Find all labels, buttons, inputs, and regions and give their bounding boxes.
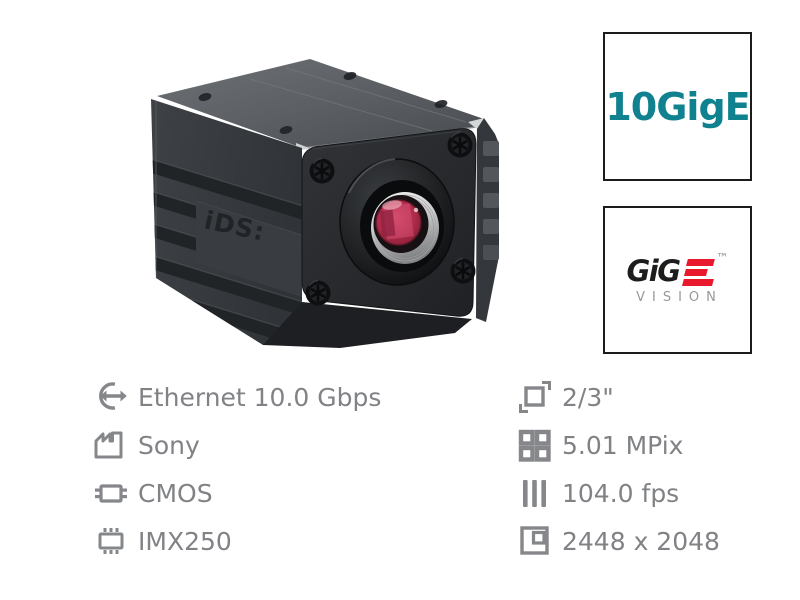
camera-right-fins	[476, 118, 499, 322]
spec-item-megapixels: 5.01 MPix	[517, 421, 720, 469]
gige-vision-trademark: ™	[716, 251, 729, 265]
megapixel-icon	[517, 428, 554, 463]
spec-item-framerate: 104.0 fps	[517, 469, 720, 517]
spec-item-resolution: 2448 x 2048	[517, 517, 720, 565]
spec-column-right: 2/3" 5.01 MPix 104.0 fps	[517, 373, 720, 565]
spec-label: 5.01 MPix	[562, 430, 684, 460]
camera-product-image: iDS:	[140, 45, 510, 355]
gige-vision-subtitle: VISION	[636, 290, 723, 305]
spec-item-optical-size: 2/3"	[517, 373, 720, 421]
spec-label: CMOS	[138, 478, 213, 508]
gige-vision-logo: GiG ™ VISION	[626, 251, 729, 305]
manufacturer-icon	[93, 428, 130, 462]
spec-label: 2448 x 2048	[562, 526, 720, 556]
camera-bottom-edge	[263, 302, 472, 348]
spec-column-left: Ethernet 10.0 Gbps Sony CMOS	[93, 373, 381, 565]
camera-screws	[305, 131, 476, 306]
spec-item-sensor-type: CMOS	[93, 469, 381, 517]
spec-label: IMX250	[138, 526, 232, 556]
spec-item-manufacturer: Sony	[93, 421, 381, 469]
spec-label: 2/3"	[562, 382, 614, 412]
ten-gige-badge-label: 10GigE	[605, 84, 750, 129]
badge-gige-vision: GiG ™ VISION	[603, 206, 752, 354]
spec-item-interface: Ethernet 10.0 Gbps	[93, 373, 381, 421]
gige-vision-wordmark: GiG	[626, 254, 681, 288]
camera-lens	[339, 158, 455, 286]
badge-10gige: 10GigE	[603, 32, 752, 181]
gige-vision-e-bars-icon	[681, 259, 715, 286]
spec-label: 104.0 fps	[562, 478, 680, 508]
resolution-icon	[517, 523, 554, 559]
spec-label: Sony	[138, 430, 200, 460]
sensor-technology-icon	[93, 476, 130, 510]
optical-size-icon	[517, 379, 554, 415]
ethernet-icon	[93, 380, 130, 414]
framerate-icon	[517, 476, 554, 511]
camera-illustration: iDS:	[151, 59, 499, 348]
camera-side-face: iDS:	[151, 99, 302, 345]
spec-item-sensor-model: IMX250	[93, 517, 381, 565]
spec-label: Ethernet 10.0 Gbps	[138, 382, 382, 412]
sensor-model-icon	[93, 523, 130, 559]
